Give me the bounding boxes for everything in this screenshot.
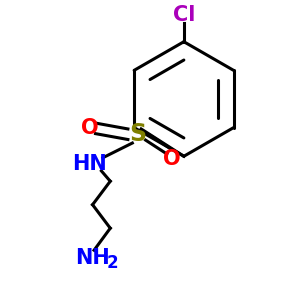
- Text: O: O: [163, 149, 181, 169]
- Text: S: S: [130, 122, 147, 146]
- Text: 2: 2: [107, 254, 118, 272]
- Text: O: O: [81, 118, 98, 138]
- Text: NH: NH: [75, 248, 110, 268]
- Text: Cl: Cl: [173, 5, 195, 25]
- Text: HN: HN: [72, 154, 107, 174]
